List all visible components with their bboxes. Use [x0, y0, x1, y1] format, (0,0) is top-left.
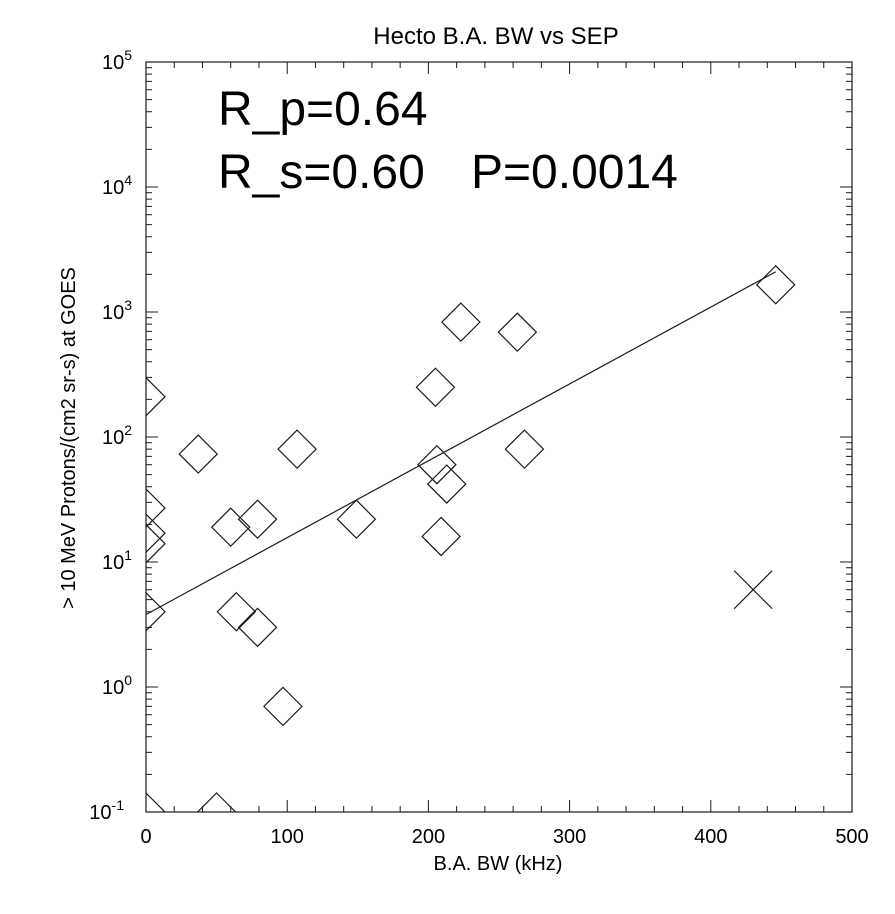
- x-tick-label: 100: [271, 826, 304, 848]
- x-tick-label: 300: [553, 826, 586, 848]
- diamond-point: [755, 264, 796, 305]
- diamond-point: [210, 507, 251, 548]
- diamond-point: [146, 376, 166, 417]
- diamond-point: [196, 792, 237, 812]
- diamond-point: [146, 591, 166, 632]
- y-tick-label: 103: [102, 297, 132, 324]
- y-axis-label: > 10 MeV Protons/(cm2 sr-s) at GOES: [58, 267, 80, 609]
- diamond-point: [415, 367, 456, 408]
- diamond-point: [178, 434, 219, 474]
- annotation-r-s: R_s=0.60: [218, 146, 425, 199]
- x-tick-label: 500: [835, 826, 868, 848]
- diamond-point: [216, 591, 257, 632]
- x-tick-label: 0: [140, 826, 151, 848]
- diamond-point: [336, 499, 377, 540]
- y-axis-ticks: 10-1 100 101 102 103 104 105: [89, 47, 852, 824]
- diamond-point: [146, 792, 166, 812]
- fit-line: [146, 271, 777, 616]
- y-tick-label: 100: [102, 672, 132, 699]
- diamond-point: [421, 516, 461, 557]
- y-tick-label: 102: [102, 422, 132, 449]
- diamond-point: [441, 302, 481, 342]
- diamond-point: [146, 513, 166, 554]
- diamond-point: [146, 523, 166, 564]
- diamond-point: [504, 429, 545, 469]
- x-tick-label: 200: [412, 826, 445, 848]
- diamond-point: [497, 312, 538, 352]
- diamond-point: [237, 499, 278, 540]
- x-axis-ticks: 0 100 200 300 400 500: [140, 62, 869, 848]
- y-tick-label: 105: [102, 47, 132, 74]
- annotation-r-p: R_p=0.64: [218, 83, 428, 136]
- y-tick-label: 10-1: [89, 797, 124, 824]
- diamond-point: [277, 429, 317, 469]
- x-point: [733, 570, 773, 610]
- y-tick-label: 104: [102, 172, 132, 199]
- diamond-point: [263, 686, 303, 727]
- data-points: [146, 264, 796, 812]
- diamond-point: [426, 464, 467, 504]
- fit-line-group: [146, 271, 777, 616]
- diamond-point: [417, 444, 457, 485]
- diamond-point: [146, 488, 166, 528]
- x-tick-label: 400: [694, 826, 727, 848]
- annotation-p-value: P=0.0014: [471, 146, 678, 199]
- x-axis-label: B.A. BW (kHz): [434, 853, 563, 875]
- y-tick-label: 101: [102, 547, 132, 574]
- diamond-point: [237, 607, 278, 648]
- chart-title: Hecto B.A. BW vs SEP: [373, 23, 618, 50]
